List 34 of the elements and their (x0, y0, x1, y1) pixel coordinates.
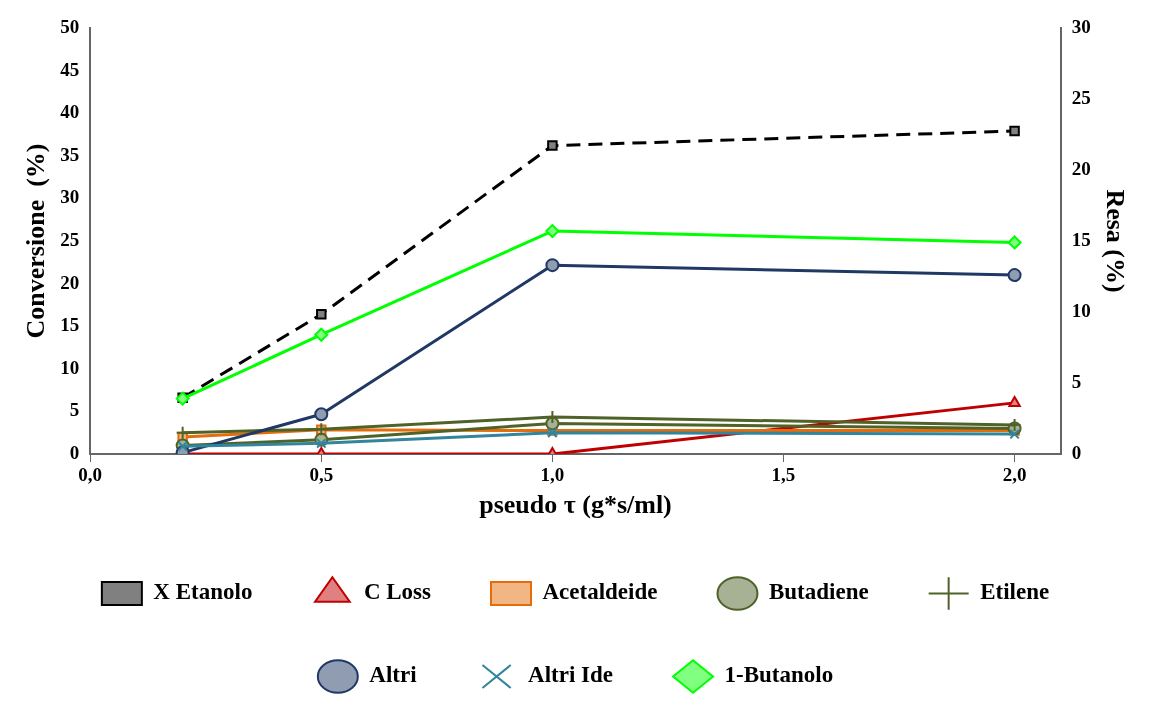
x-tick-label: 0,5 (309, 464, 334, 486)
y2-tick-label: 30 (1071, 15, 1091, 37)
legend-label: Altri (369, 662, 418, 688)
y2-tick-label: 5 (1071, 370, 1082, 392)
y-tick-label: 45 (60, 58, 80, 80)
legend-label: Altri Ide (528, 662, 614, 688)
y2-tick-label: 20 (1071, 157, 1091, 179)
y-tick-label: 25 (60, 228, 80, 250)
x-axis-title: pseudo τ (g*s/ml) (479, 490, 672, 520)
y-tick-label: 0 (69, 441, 80, 463)
y2-tick-label: 15 (1071, 228, 1091, 250)
legend-label: X Etanolo (153, 579, 253, 605)
y-tick-label: 10 (60, 356, 80, 378)
y-tick-label: 15 (60, 314, 80, 336)
x-tick-label: 0,0 (78, 464, 103, 486)
x-tick-label: 1,5 (771, 464, 796, 486)
y2-axis-title: Resa (%) (1100, 189, 1130, 293)
y-tick-label: 30 (60, 186, 80, 208)
y2-tick-label: 0 (1071, 441, 1082, 463)
legend-label: Etilene (980, 579, 1050, 605)
y-tick-label: 40 (60, 101, 80, 123)
legend-label: Acetaldeide (542, 579, 658, 605)
y-tick-label: 35 (60, 143, 80, 165)
y-axis-title: Conversione (%) (21, 143, 51, 339)
legend-label: Butadiene (768, 579, 869, 605)
y-tick-label: 20 (60, 271, 80, 293)
y-tick-label: 50 (60, 15, 80, 37)
y2-tick-label: 25 (1071, 86, 1091, 108)
legend-label: 1-Butanolo (724, 662, 834, 688)
legend-label: C Loss (363, 579, 432, 605)
x-tick-label: 1,0 (540, 464, 565, 486)
y-tick-label: 5 (69, 399, 80, 421)
x-tick-label: 2,0 (1002, 464, 1027, 486)
y2-tick-label: 10 (1071, 299, 1091, 321)
